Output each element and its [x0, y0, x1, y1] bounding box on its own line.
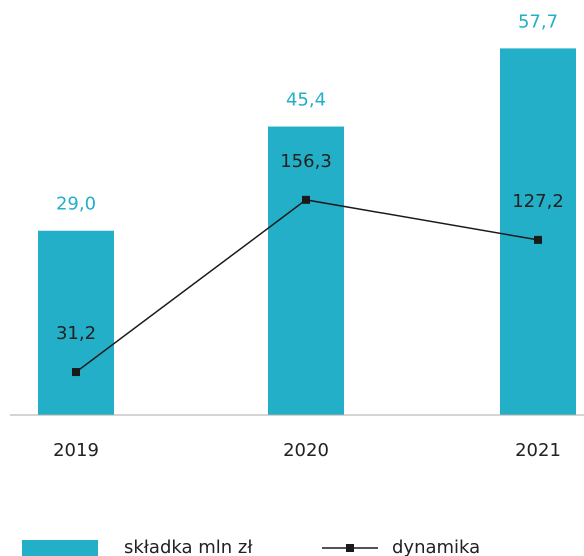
bar-value-label: 45,4 — [286, 90, 326, 111]
legend-label: dynamika — [392, 537, 480, 556]
bar — [38, 230, 114, 415]
line-value-label: 127,2 — [512, 191, 564, 212]
bar — [268, 126, 344, 415]
x-tick-label: 2021 — [515, 440, 561, 461]
x-tick-label: 2019 — [53, 440, 99, 461]
line-marker — [534, 235, 542, 244]
bar-value-label: 57,7 — [518, 11, 558, 32]
line-value-label: 31,2 — [56, 323, 96, 344]
line-value-label: 156,3 — [280, 151, 332, 172]
legend-swatch — [22, 540, 98, 556]
line-marker — [302, 195, 310, 204]
legend-label: składka mln zł — [124, 537, 253, 556]
x-tick-label: 2020 — [283, 440, 329, 461]
legend-marker — [346, 544, 354, 552]
bar — [500, 48, 576, 415]
bar-value-label: 29,0 — [56, 194, 96, 215]
line-marker — [72, 368, 80, 377]
